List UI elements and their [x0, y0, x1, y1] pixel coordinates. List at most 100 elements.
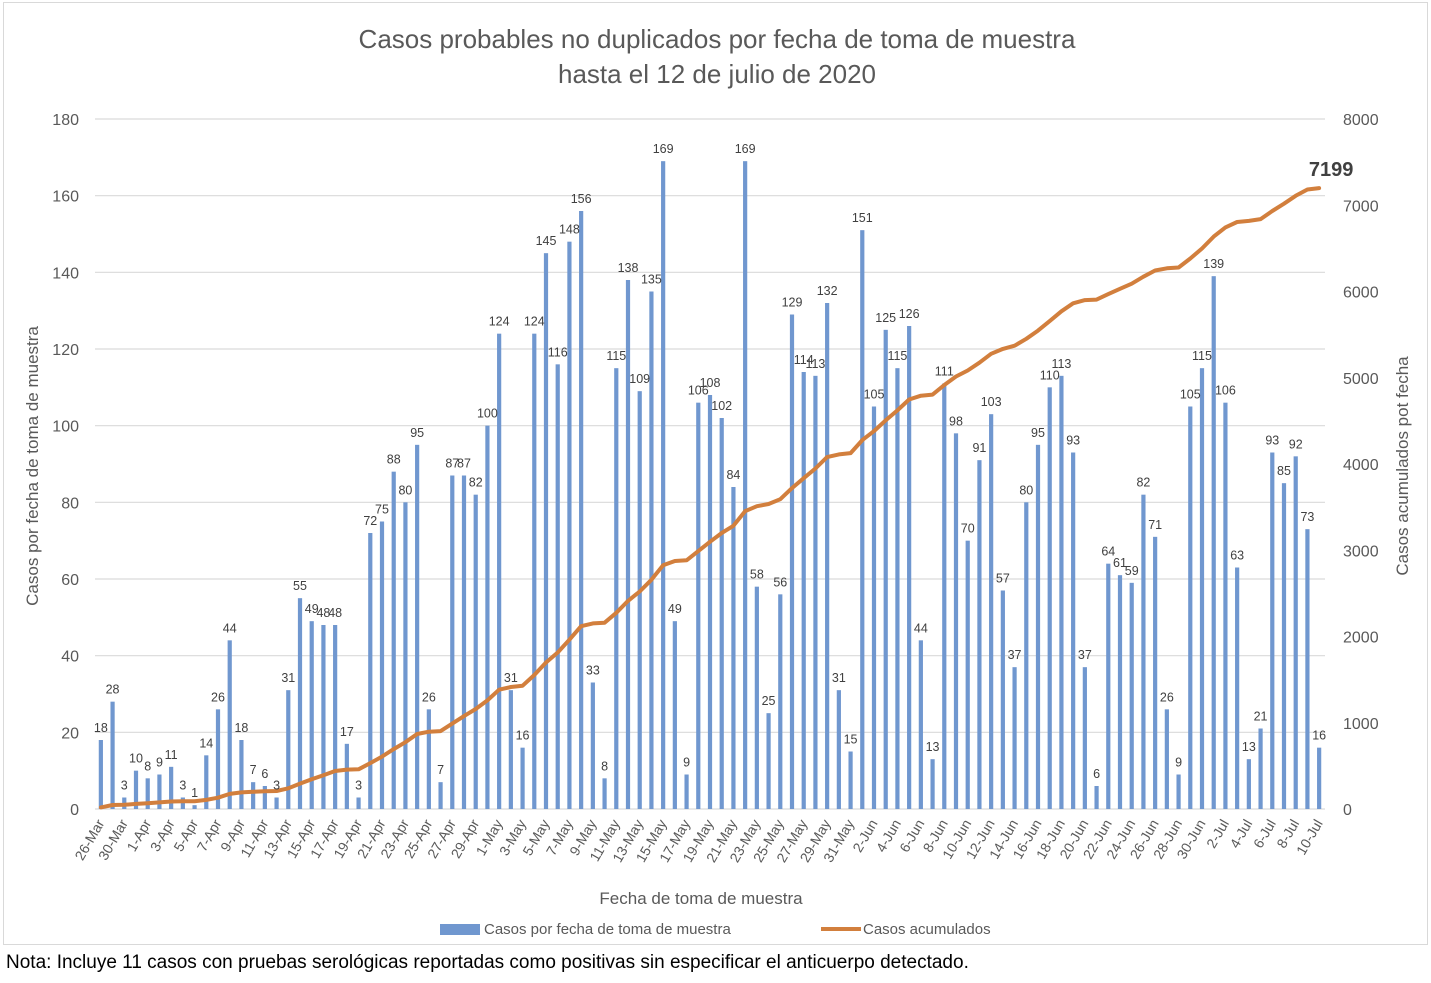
bar-data-label: 116: [548, 345, 568, 359]
bar-data-label: 21: [1254, 710, 1268, 724]
bar-data-label: 56: [773, 575, 787, 589]
bar: [1293, 456, 1298, 809]
bar-data-label: 13: [926, 740, 940, 754]
bar: [590, 682, 595, 809]
bar: [274, 797, 279, 809]
bar-data-label: 31: [832, 671, 846, 685]
bar-data-label: 106: [688, 384, 709, 398]
y-tick-label: 60: [61, 572, 79, 589]
bar-data-label: 95: [410, 426, 424, 440]
bar: [625, 280, 631, 809]
bar-data-label: 16: [516, 729, 530, 743]
bar-data-label: 126: [899, 307, 920, 321]
bar: [848, 751, 853, 809]
y-tick-label: 140: [52, 265, 79, 282]
bar: [450, 475, 455, 809]
line-series: [98, 186, 1322, 810]
bar: [321, 625, 326, 809]
bar-data-label: 82: [1136, 476, 1150, 490]
bar: [1223, 402, 1228, 809]
bar: [1141, 494, 1146, 809]
bar-data-label: 98: [949, 414, 963, 428]
chart-title-line-1: Casos probables no duplicados por fecha …: [359, 24, 1076, 54]
y-tick-label: 0: [70, 802, 79, 819]
bar: [286, 690, 291, 809]
bar-data-label: 124: [524, 315, 545, 329]
y2-tick-label: 2000: [1343, 630, 1379, 647]
x-axis-title: Fecha de toma de muestra: [599, 889, 803, 908]
bar-data-label: 63: [1230, 549, 1244, 563]
bar: [251, 782, 256, 809]
bar-data-label: 115: [887, 349, 907, 363]
bar-data-label: 75: [375, 503, 389, 517]
bar-data-label: 44: [914, 621, 928, 635]
bar-data-label: 13: [1242, 740, 1256, 754]
bar-data-label: 59: [1125, 564, 1139, 578]
bar: [602, 778, 607, 809]
bar-data-label: 7: [437, 763, 444, 777]
bar-data-label: 73: [1300, 510, 1314, 524]
bar: [379, 521, 385, 809]
bar: [567, 241, 572, 809]
bar-data-label: 9: [156, 756, 163, 770]
bar-data-label: 26: [422, 690, 436, 704]
x-tick-label: 4-Jul: [1226, 817, 1255, 851]
bar-data-label: 44: [223, 621, 237, 635]
bar-data-label: 156: [571, 192, 592, 206]
bar-data-label: 8: [601, 759, 608, 773]
bar-data-label: 138: [618, 261, 639, 275]
bar: [368, 533, 373, 809]
cumulative-final-label: 7199: [1309, 159, 1354, 181]
bar: [110, 701, 115, 809]
y-tick-label: 160: [52, 189, 79, 206]
bar-data-label: 37: [1078, 648, 1092, 662]
bar-data-label: 58: [750, 568, 764, 582]
bar: [473, 494, 478, 809]
bar: [918, 640, 923, 809]
bar-data-label: 124: [489, 315, 510, 329]
bar-data-label: 64: [1101, 545, 1115, 559]
bar: [192, 805, 197, 809]
bar: [1153, 536, 1158, 809]
bar-data-label: 9: [683, 756, 690, 770]
bar-data-label: 139: [1203, 257, 1224, 271]
bar-data-label: 132: [817, 284, 838, 298]
bar-data-label: 87: [445, 457, 459, 471]
bar-data-label: 102: [711, 399, 732, 413]
bar-data-label: 3: [273, 779, 280, 793]
combo-chart: Casos probables no duplicados por fecha …: [23, 24, 1412, 938]
bar: [789, 314, 795, 809]
bar-data-label: 17: [340, 725, 354, 739]
bar: [1117, 575, 1123, 809]
bar-data-label: 88: [387, 453, 401, 467]
bar: [743, 161, 748, 809]
bar-data-label: 111: [935, 365, 954, 379]
bar-data-label: 85: [1277, 464, 1291, 478]
y2-tick-label: 1000: [1343, 716, 1379, 733]
bar-data-label: 100: [477, 407, 498, 421]
bar-data-label: 113: [1051, 357, 1071, 371]
bar: [403, 502, 408, 809]
bar: [637, 391, 642, 809]
bar: [543, 253, 549, 809]
bar-data-label: 72: [363, 514, 377, 528]
bar: [180, 797, 185, 809]
bar-data-label: 91: [972, 441, 986, 455]
bar: [661, 161, 666, 809]
bar-data-label: 25: [762, 694, 776, 708]
bar-data-label: 6: [261, 767, 268, 781]
bar-data-label: 16: [1312, 729, 1326, 743]
bar-data-label: 15: [844, 733, 858, 747]
bar-data-label: 151: [852, 211, 873, 225]
y2-tick-label: 6000: [1343, 285, 1379, 302]
y2-tick-label: 3000: [1343, 543, 1379, 560]
bar: [871, 406, 877, 809]
bar: [461, 475, 467, 809]
bar: [391, 471, 396, 809]
bar-data-label: 3: [355, 779, 362, 793]
y2-tick-label: 8000: [1343, 112, 1379, 129]
bar-data-label: 169: [735, 142, 756, 156]
bar: [836, 690, 841, 809]
bar: [942, 383, 947, 809]
